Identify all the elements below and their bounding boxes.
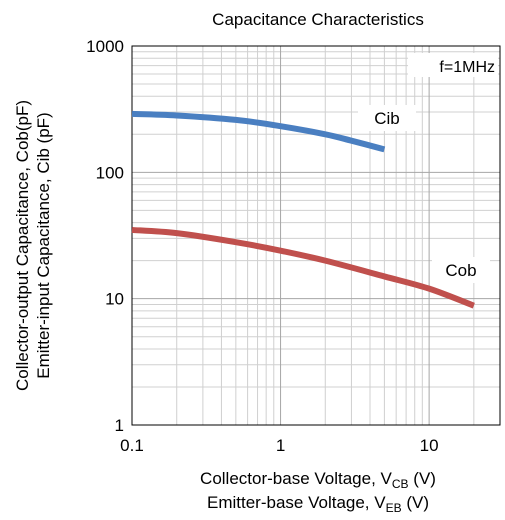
y-tick-label: 100 bbox=[96, 163, 124, 182]
x-axis-label: Collector-base Voltage, VCB (V)Emitter-b… bbox=[200, 469, 436, 515]
series-label-cib: Cib bbox=[374, 109, 400, 128]
series-label-bg-cib bbox=[358, 105, 416, 131]
series-label-cob: Cob bbox=[445, 261, 476, 280]
x-tick-label: 1 bbox=[276, 436, 285, 455]
plot-frame bbox=[131, 45, 501, 426]
series-line-cib bbox=[131, 110, 386, 153]
annotation: f=1MHz bbox=[408, 53, 498, 77]
y-tick-label: 10 bbox=[105, 290, 124, 309]
annotation-text: f=1MHz bbox=[439, 59, 495, 76]
y-axis-label-line: Collector-output Capacitance, Cob(pF) bbox=[13, 100, 32, 391]
x-axis-label-line: Emitter-base Voltage, VEB (V) bbox=[207, 493, 429, 515]
x-tick-label: 10 bbox=[420, 436, 439, 455]
y-tick-labels: 1 10 100 1000 bbox=[86, 37, 124, 435]
y-axis-label: Collector-output Capacitance, Cob(pF) Emi… bbox=[13, 100, 53, 391]
chart-title: Capacitance Characteristics bbox=[212, 10, 424, 29]
series-layer: Cib Cob bbox=[131, 105, 490, 309]
y-tick-label: 1 bbox=[115, 416, 124, 435]
series-line-cob bbox=[131, 226, 475, 309]
y-tick-label: 1000 bbox=[86, 37, 124, 56]
x-tick-labels: 0.1 1 10 bbox=[120, 436, 438, 455]
series-cib: Cib bbox=[131, 105, 416, 153]
x-axis-label-line: Collector-base Voltage, VCB (V) bbox=[200, 469, 436, 491]
annotation-background bbox=[408, 53, 498, 77]
x-tick-label: 0.1 bbox=[120, 436, 144, 455]
y-axis-label-line: Emitter-input Capacitance, Cib (pF) bbox=[34, 112, 53, 378]
series-cob: Cob bbox=[131, 226, 490, 309]
series-label-bg-cob bbox=[432, 257, 490, 283]
